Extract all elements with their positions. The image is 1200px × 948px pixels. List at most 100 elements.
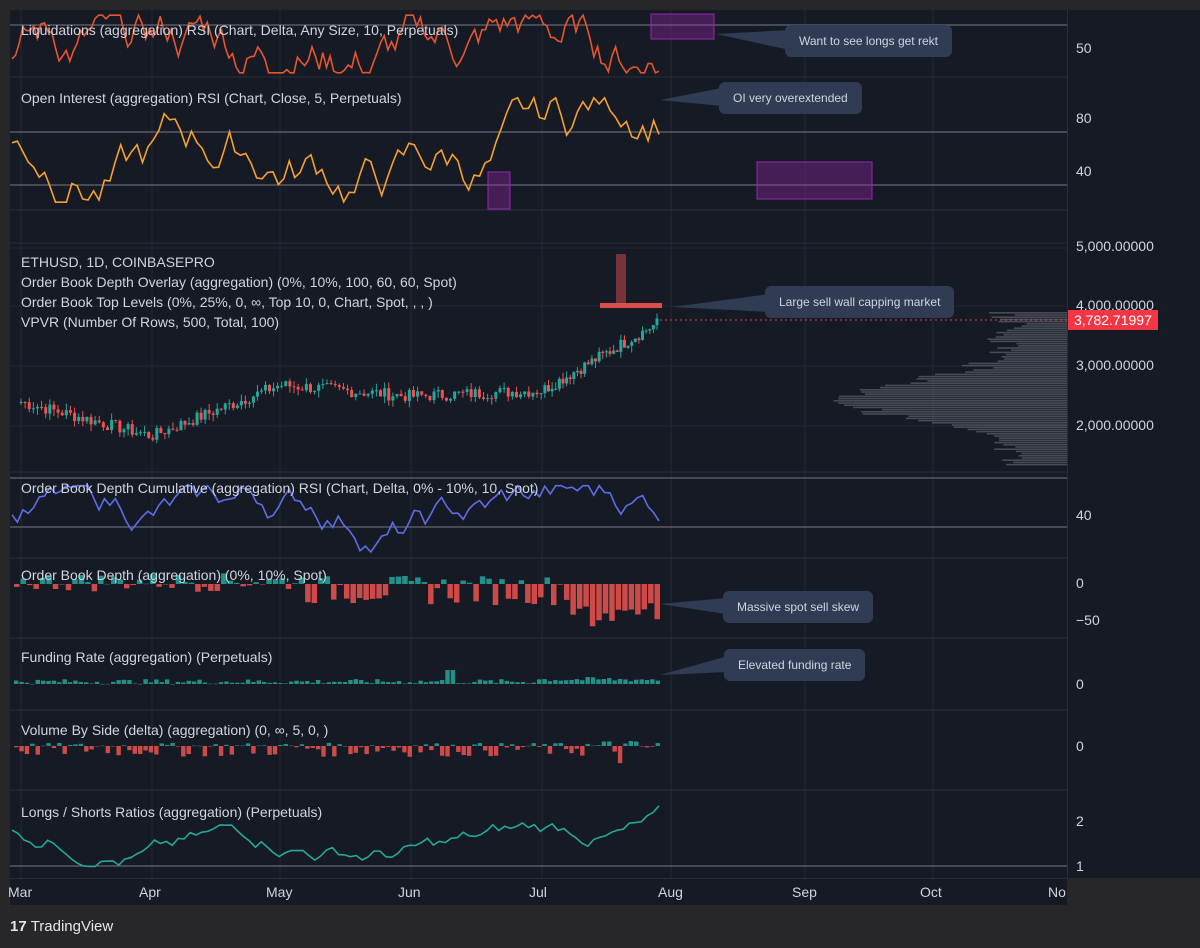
funding-bar-115	[634, 679, 639, 684]
ob-depth-bar-66	[441, 579, 447, 584]
ob-depth-bar-5	[46, 575, 52, 584]
volume-side-bar-70	[391, 746, 396, 751]
funding-bar-97	[536, 679, 542, 684]
candle-body-75	[325, 383, 329, 385]
funding-bar-53	[299, 681, 305, 684]
vpvr-row-19	[1005, 353, 1067, 356]
highlight-box-0	[650, 13, 715, 40]
funding-bar-106	[585, 677, 590, 684]
vpvr-row-35	[859, 389, 1067, 391]
chart-frame[interactable]	[10, 10, 1067, 878]
funding-bar-50	[283, 683, 288, 684]
volume-side-bar-1	[19, 746, 24, 752]
vpvr-row-66	[1021, 457, 1067, 459]
candle-body-79	[341, 386, 345, 389]
volume-side-bar-4	[35, 746, 40, 755]
candle-body-132	[557, 378, 561, 389]
ob-depth-bar-95	[628, 584, 635, 610]
ob-depth-bar-87	[576, 584, 583, 609]
ob-cumulative-rsi-line	[11, 484, 660, 554]
candle-body-43	[195, 412, 199, 425]
volume-side-bar-34	[197, 745, 202, 747]
ob-depth-bar-70	[466, 582, 473, 584]
funding-bar-68	[380, 681, 386, 684]
volume-side-bar-26	[154, 746, 159, 755]
ob-depth-bar-56	[376, 584, 382, 599]
funding-bar-9	[62, 679, 67, 684]
ob-depth-bar-19	[136, 579, 143, 584]
vpvr-row-36	[861, 391, 1067, 393]
vpvr-row-11	[995, 336, 1067, 338]
ob-depth-bar-40	[272, 579, 279, 584]
vpvr-row-30	[916, 378, 1067, 380]
ob-depth-bar-0	[14, 584, 20, 587]
vpvr-row-44	[882, 408, 1067, 411]
time-axis[interactable]	[10, 878, 1067, 905]
callout-sell-wall: Large sell wall capping market	[765, 286, 955, 318]
ob-depth-bar-18	[130, 584, 136, 586]
candle-body-126	[535, 392, 539, 395]
funding-bar-78	[434, 681, 439, 684]
ob-depth-bar-72	[479, 576, 486, 584]
funding-bar-94	[520, 681, 526, 684]
ob-depth-bar-13	[98, 575, 104, 584]
volume-side-bar-29	[170, 742, 175, 746]
tradingview-brand[interactable]: 17 TradingView	[10, 918, 113, 935]
candle-body-76	[329, 383, 333, 385]
candle-body-73	[317, 384, 321, 391]
volume-side-bar-113	[623, 743, 628, 746]
vpvr-row-42	[843, 404, 1067, 406]
sell-wall-bar	[600, 303, 662, 308]
candle-body-110	[469, 389, 473, 397]
ob-depth-bar-76	[505, 584, 512, 599]
volume-side-bar-87	[483, 746, 488, 751]
volume-side-bar-27	[159, 743, 164, 746]
volume-side-bar-6	[46, 743, 51, 746]
candle-body-3	[31, 408, 35, 410]
ob-depth-bar-39	[266, 578, 272, 584]
ob-depth-bar-69	[460, 580, 466, 584]
ob-depth-bar-90	[596, 584, 602, 621]
ob-depth-bar-68	[453, 584, 460, 603]
ob-depth-bar-77	[512, 584, 518, 600]
volume-side-bar-78	[434, 743, 439, 746]
vpvr-row-54	[976, 430, 1067, 433]
candle-body-6	[44, 407, 48, 414]
volume-side-bar-85	[472, 744, 477, 746]
volume-side-bar-18	[111, 746, 116, 747]
volume-side-bar-81	[450, 744, 456, 746]
ob-depth-bar-9	[72, 579, 78, 584]
order-book-heat-top	[616, 254, 626, 304]
candle-body-74	[321, 384, 325, 386]
candle-body-141	[590, 358, 594, 365]
volume-side-bar-39	[224, 744, 229, 746]
volume-side-bar-97	[536, 746, 542, 747]
volume-side-bar-58	[326, 742, 332, 746]
candle-body-88	[379, 390, 383, 397]
ob-depth-bar-45	[305, 584, 311, 603]
candle-body-101	[432, 391, 436, 401]
vpvr-row-55	[986, 433, 1067, 435]
candle-body-119	[506, 387, 510, 397]
candle-body-2	[27, 402, 31, 409]
volume-side-bar-51	[288, 745, 294, 747]
vpvr-row-13	[990, 340, 1067, 343]
liquidations-pane-title: Liquidations (aggregation) RSI (Chart, D…	[21, 22, 459, 38]
vpvr-row-63	[1015, 450, 1067, 453]
vpvr-row-22	[997, 360, 1067, 362]
candle-body-57	[251, 396, 255, 403]
funding-bar-40	[229, 682, 235, 684]
candle-body-32	[151, 437, 155, 440]
price-axis[interactable]	[1067, 10, 1200, 878]
candle-body-47	[211, 413, 215, 415]
ob-depth-bar-36	[246, 584, 253, 586]
candle-body-10	[60, 412, 64, 416]
ob-depth-bar-32	[221, 573, 227, 584]
volume-side-bar-28	[164, 744, 170, 746]
funding-bar-76	[423, 682, 429, 684]
volume-side-bar-11	[73, 744, 78, 746]
ob-depth-bar-83	[551, 584, 557, 606]
candle-body-138	[579, 370, 583, 374]
volume-side-bar-25	[148, 746, 154, 753]
